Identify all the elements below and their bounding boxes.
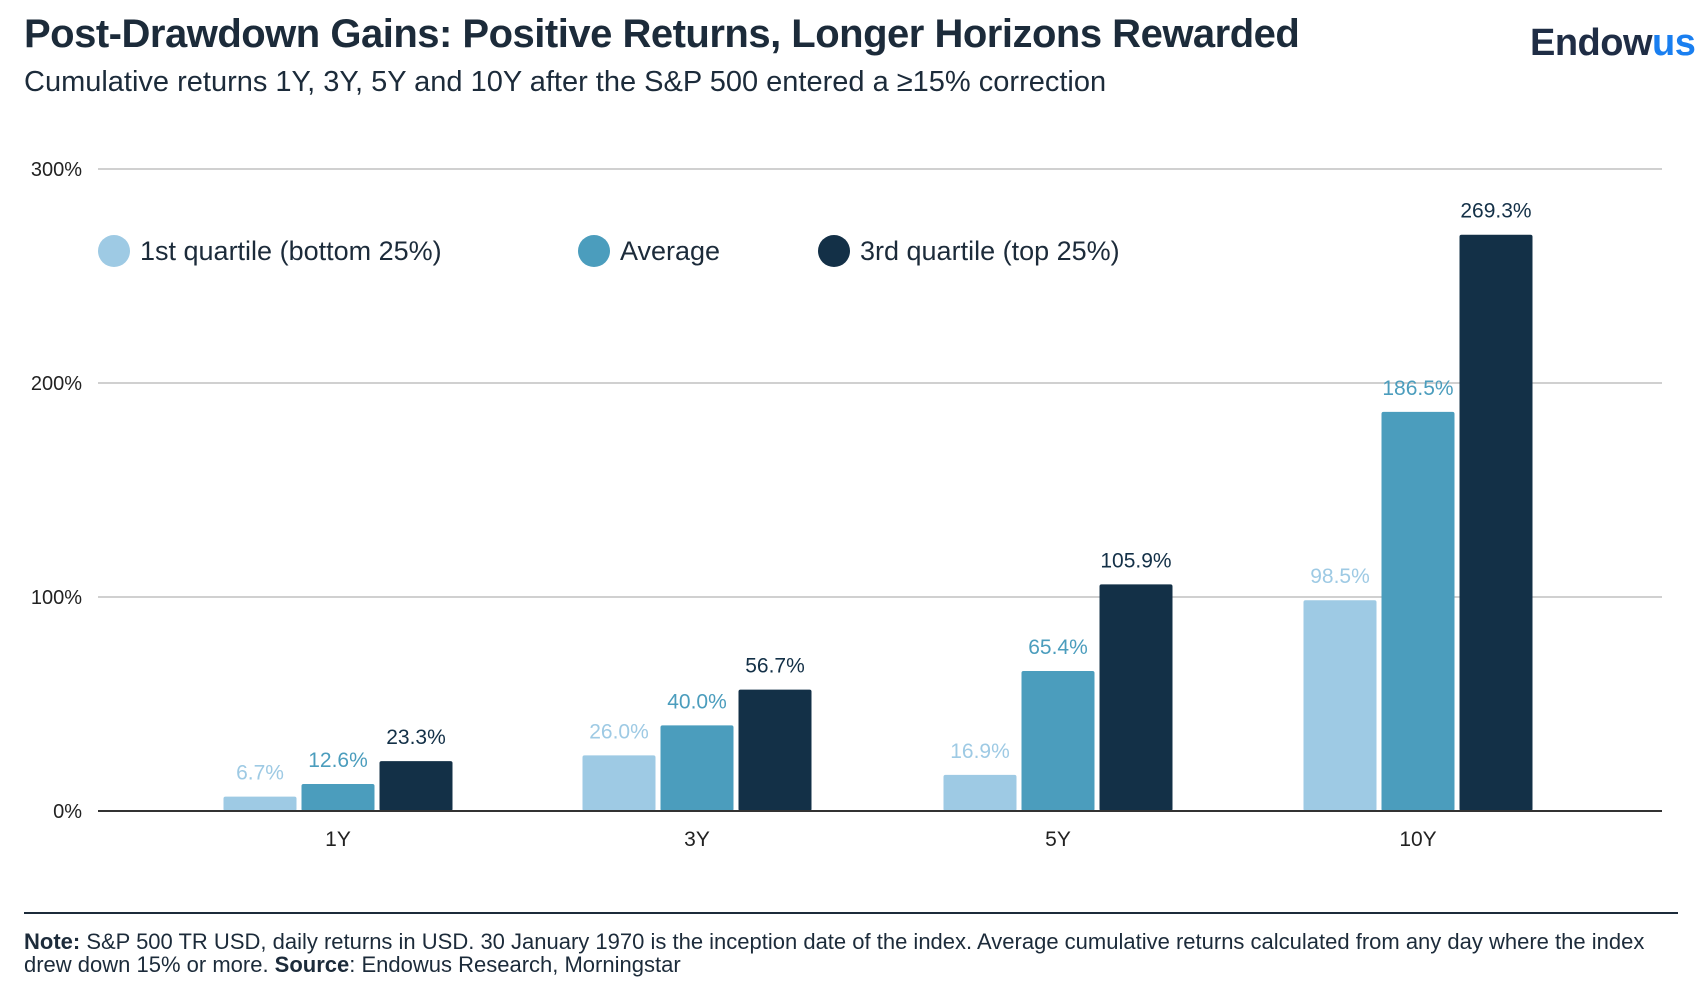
legend-label: 1st quartile (bottom 25%) (140, 236, 442, 266)
note-label: Note: (24, 929, 81, 954)
data-label: 6.7% (236, 762, 284, 785)
bar-10Y-1 (1303, 600, 1377, 811)
legend-marker (98, 235, 130, 267)
footer-note: Note: S&P 500 TR USD, daily returns in U… (24, 930, 1684, 976)
bar-5Y-3 (1099, 584, 1173, 811)
bar-3Y-3 (738, 689, 812, 811)
endowus-logo: Endowus (1530, 22, 1696, 65)
x-tick-label: 5Y (1045, 828, 1071, 851)
data-label: 26.0% (589, 720, 649, 743)
data-label: 23.3% (386, 726, 446, 749)
bar-1Y-3 (379, 761, 453, 811)
chart-subtitle: Cumulative returns 1Y, 3Y, 5Y and 10Y af… (24, 66, 1107, 98)
x-tick-label: 3Y (684, 828, 710, 851)
y-tick-label: 100% (31, 587, 82, 609)
data-label: 186.5% (1382, 377, 1453, 400)
data-label: 56.7% (745, 655, 805, 678)
y-tick-label: 200% (31, 373, 82, 395)
bar-1Y-1 (223, 796, 297, 811)
bar-5Y-1 (943, 774, 1017, 811)
y-tick-label: 0% (53, 801, 82, 823)
data-label: 105.9% (1100, 549, 1171, 572)
data-label: 40.0% (667, 690, 727, 713)
footer-divider (24, 912, 1678, 914)
bar-1Y-2 (301, 784, 375, 811)
bar-3Y-2 (660, 725, 734, 811)
x-tick-label: 1Y (325, 828, 351, 851)
bar-chart: 0% 100% 200% 300% 1Y 6.7% 12.6% 23.3% 3Y 26.0% 40.… (31, 159, 1662, 851)
chart-title: Post-Drawdown Gains: Positive Returns, L… (24, 12, 1300, 56)
bar-5Y-2 (1021, 671, 1095, 811)
data-label: 12.6% (308, 749, 368, 772)
data-label: 98.5% (1310, 565, 1370, 588)
bar-3Y-1 (582, 755, 656, 811)
data-label: 16.9% (950, 740, 1010, 763)
legend-label: 3rd quartile (top 25%) (860, 236, 1120, 266)
legend-label: Average (620, 236, 720, 266)
bar-10Y-2 (1381, 411, 1455, 811)
note-text: S&P 500 TR USD, daily returns in USD. 30… (24, 929, 1645, 977)
legend-marker (578, 235, 610, 267)
data-label: 65.4% (1028, 636, 1088, 659)
y-tick-label: 300% (31, 159, 82, 181)
logo-main: Endow (1530, 22, 1653, 64)
legend-marker (818, 235, 850, 267)
bar-10Y-3 (1459, 234, 1533, 811)
source-label: Source (274, 952, 350, 977)
logo-accent: us (1652, 22, 1696, 64)
data-label: 269.3% (1460, 200, 1531, 223)
x-tick-label: 10Y (1399, 828, 1436, 851)
source-text: : Endowus Research, Morningstar (349, 952, 681, 977)
